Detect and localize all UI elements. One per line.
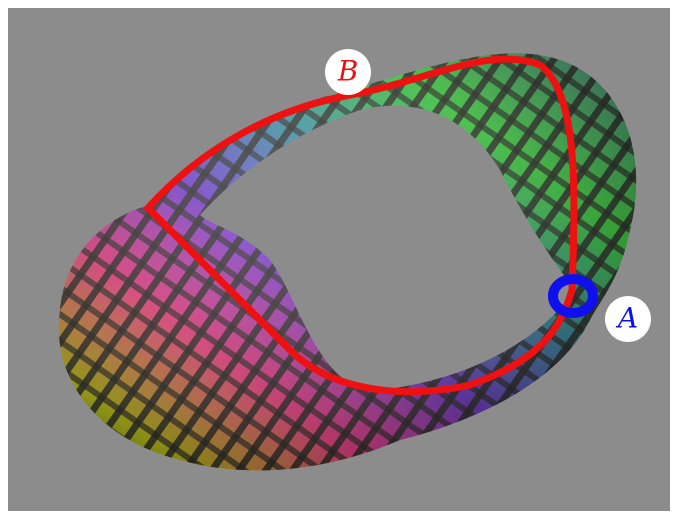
figure: B A — [0, 0, 678, 519]
label-a: A — [615, 302, 638, 335]
label-b: B — [337, 55, 359, 88]
